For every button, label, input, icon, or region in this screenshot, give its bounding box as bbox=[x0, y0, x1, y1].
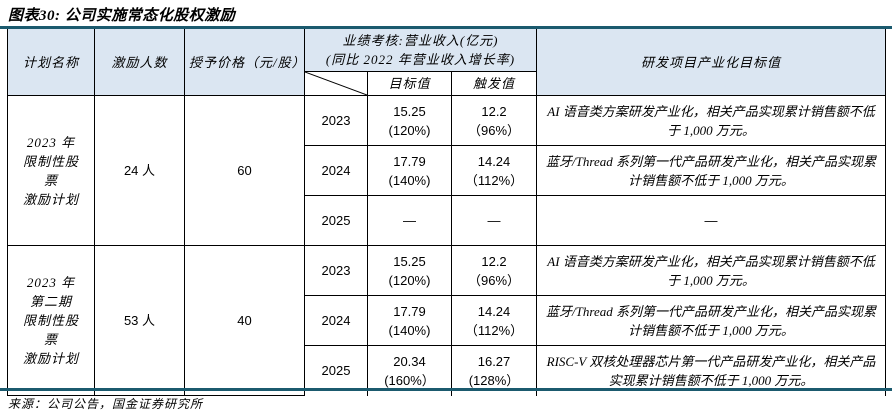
plan2-year-cell: 2023 bbox=[304, 245, 368, 296]
header-people: 激励人数 bbox=[94, 29, 185, 96]
plan1-year-cell: 2025 bbox=[304, 195, 368, 246]
incentive-table: 计划名称 激励人数 授予价格（元/股） 业绩考核:营业收入(亿元) (同比 20… bbox=[7, 29, 887, 396]
plan1-name-cell: 2023 年 限制性股 票 激励计划 bbox=[7, 95, 95, 246]
plan2-price-cell: 40 bbox=[184, 245, 305, 396]
plan2-trigger-cell: 12.2 （96%） bbox=[450, 245, 538, 296]
plan2-target-cell: 20.34 (160%） bbox=[367, 345, 452, 396]
plan1-rd-cell: AI 语音类方案研发产业化，相关产品实现累计销售额不低于 1,000 万元。 bbox=[536, 95, 887, 146]
plan1-target-cell: 15.25 (120%) bbox=[367, 95, 452, 146]
plan2-target-cell: 17.79 (140%) bbox=[367, 295, 452, 346]
header-target-value: 目标值 bbox=[367, 71, 452, 96]
plan1-rd-cell: 蓝牙/Thread 系列第一代产品研发产业化，相关产品实现累计销售额不低于 1,… bbox=[536, 145, 887, 196]
plan2-rd-cell: 蓝牙/Thread 系列第一代产品研发产业化，相关产品实现累计销售额不低于 1,… bbox=[536, 295, 887, 346]
plan1-people-cell: 24 人 bbox=[94, 95, 185, 246]
plan2-people-cell: 53 人 bbox=[94, 245, 185, 396]
top-accent-rule bbox=[0, 26, 892, 29]
plan2-rd-cell: AI 语音类方案研发产业化，相关产品实现累计销售额不低于 1,000 万元。 bbox=[536, 245, 887, 296]
plan2-trigger-cell: 14.24 （112%） bbox=[450, 295, 538, 346]
plan1-price-cell: 60 bbox=[184, 95, 305, 246]
plan1-year-cell: 2024 bbox=[304, 145, 368, 196]
header-performance-group: 业绩考核:营业收入(亿元) (同比 2022 年营业收入增长率) bbox=[303, 29, 538, 72]
plan2-trigger-cell: 16.27 (128%） bbox=[450, 345, 538, 396]
plan1-trigger-cell: 12.2 （96%） bbox=[450, 95, 538, 146]
plan2-year-cell: 2025 bbox=[304, 345, 368, 396]
bottom-accent-rule bbox=[0, 388, 892, 391]
figure-title: 图表30: 公司实施常态化股权激励 bbox=[8, 8, 236, 24]
plan1-target-cell: — bbox=[367, 195, 452, 246]
plan2-rd-cell: RISC-V 双核处理器芯片第一代产品研发产业化，相关产品实现累计销售额不低于 … bbox=[536, 345, 887, 396]
header-price: 授予价格（元/股） bbox=[184, 29, 305, 96]
source-note: 来源：公司公告，国金证券研究所 bbox=[8, 397, 204, 411]
plan1-target-cell: 17.79 (140%) bbox=[367, 145, 452, 196]
header-rd-target: 研发项目产业化目标值 bbox=[536, 29, 887, 96]
header-trigger-value: 触发值 bbox=[450, 71, 538, 96]
plan1-trigger-cell: 14.24 （112%） bbox=[450, 145, 538, 196]
plan1-trigger-cell: — bbox=[450, 195, 538, 246]
diagonal-line-icon bbox=[305, 72, 367, 95]
header-plan-name: 计划名称 bbox=[7, 29, 95, 96]
plan1-year-cell: 2023 bbox=[304, 95, 368, 146]
plan1-rd-cell: — bbox=[536, 195, 887, 246]
plan2-year-cell: 2024 bbox=[304, 295, 368, 346]
plan2-target-cell: 15.25 (120%) bbox=[367, 245, 452, 296]
plan2-name-cell: 2023 年 第二期 限制性股 票 激励计划 bbox=[7, 245, 95, 396]
header-performance-group-label: 业绩考核:营业收入(亿元) (同比 2022 年营业收入增长率) bbox=[325, 33, 516, 67]
diagonal-split-cell bbox=[304, 71, 368, 96]
